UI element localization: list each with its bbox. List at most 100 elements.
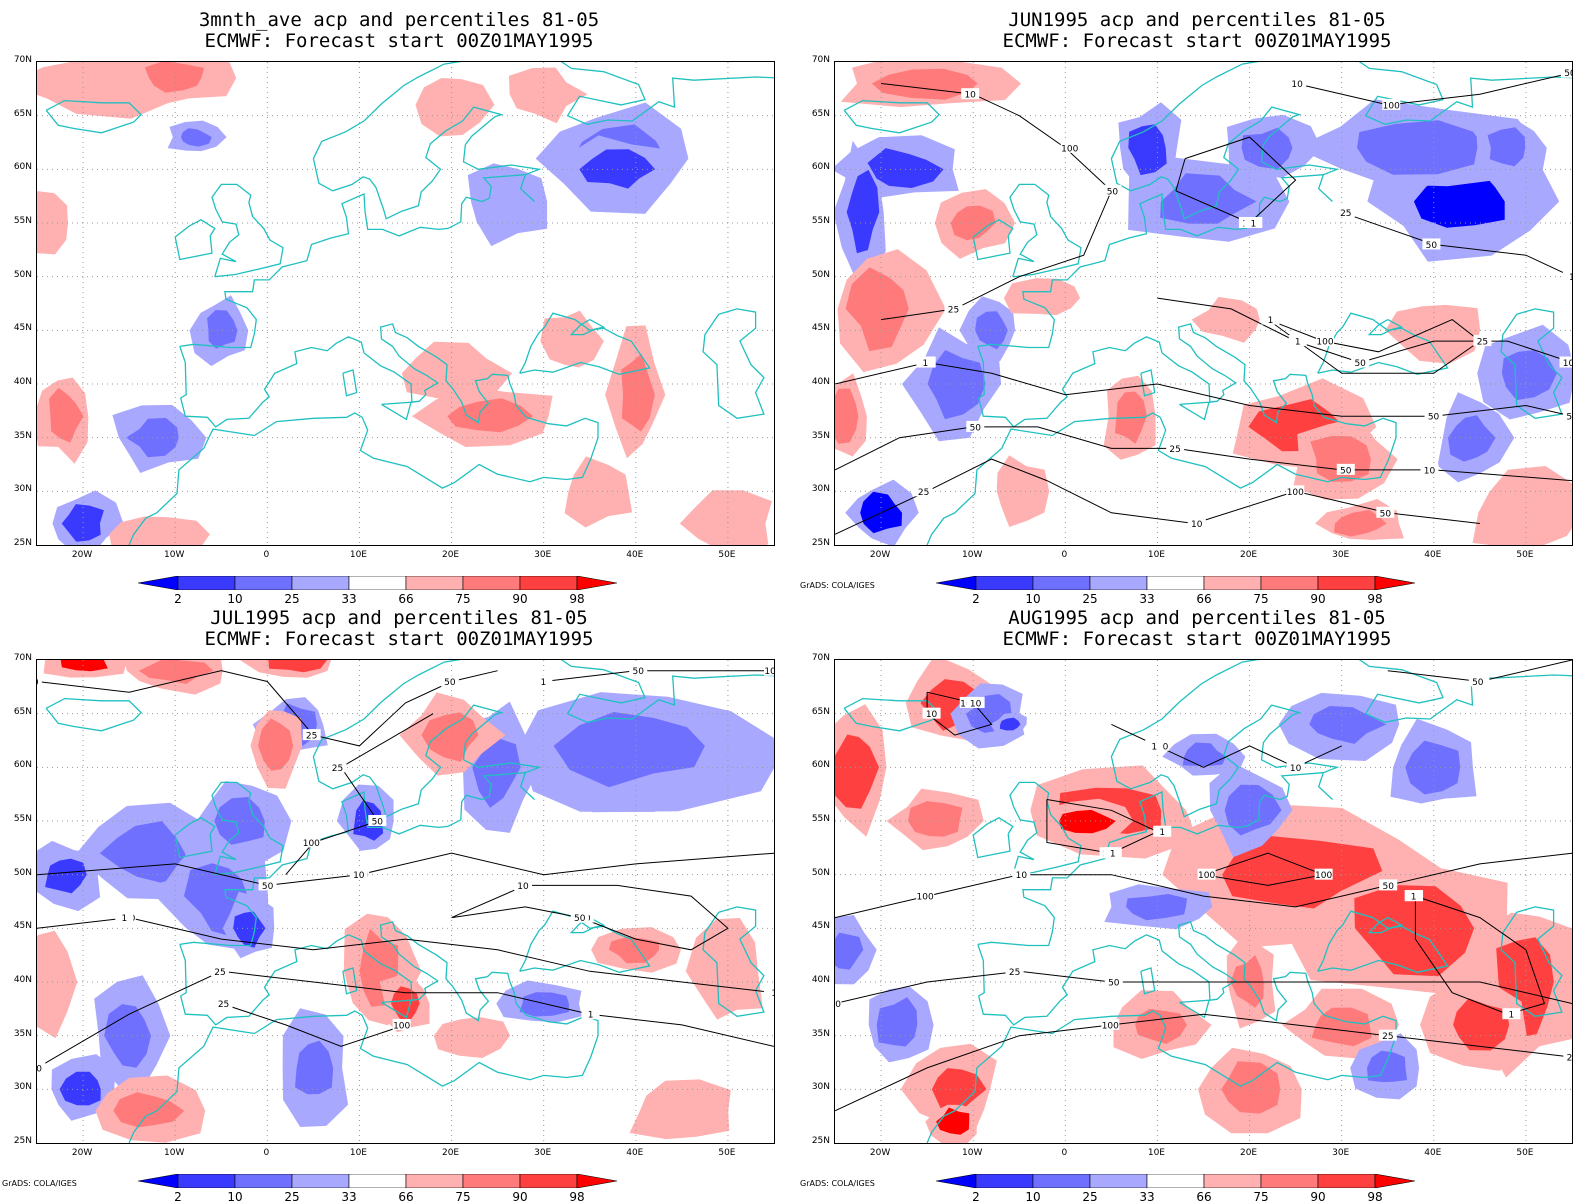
graticule xyxy=(37,62,774,545)
colorbar-level-label: 10 xyxy=(1025,592,1041,606)
colorbar-segment xyxy=(462,1174,521,1188)
lat-tick-label: 25N xyxy=(811,538,830,548)
contour-label-bg xyxy=(1197,868,1216,880)
percentile-shading xyxy=(37,660,774,1143)
contour-label-bg xyxy=(440,675,459,687)
shade-core xyxy=(936,1107,970,1135)
coastline xyxy=(211,781,284,876)
colorbar-segment xyxy=(291,1174,350,1188)
contour-labels: 5010050501005050100100502525501001011101… xyxy=(37,664,774,1074)
contour-label-bg xyxy=(914,485,933,497)
shade-core xyxy=(835,388,859,444)
lon-tick-label: 20W xyxy=(71,550,93,560)
shade-region xyxy=(679,490,772,545)
coastline xyxy=(1009,183,1082,278)
contour-label: 50 xyxy=(1380,509,1392,519)
colorbar-over-triangle xyxy=(1374,1174,1416,1188)
coastline xyxy=(1140,369,1156,397)
lon-tick-label: 50E xyxy=(718,1148,736,1158)
contour-label-bg xyxy=(1502,1008,1521,1020)
percentile-shading xyxy=(835,62,1572,545)
coastline xyxy=(1367,917,1404,934)
shade-core xyxy=(353,800,384,841)
contour-label-bg xyxy=(1420,463,1439,475)
lat-tick-label: 60N xyxy=(811,760,830,771)
shade-core xyxy=(1160,173,1257,224)
colorbar-segment xyxy=(975,1174,1034,1188)
shade-core xyxy=(49,387,84,443)
lon-tick-label: 30E xyxy=(534,1148,552,1158)
shade-core xyxy=(999,717,1021,731)
colorbar-level-label: 33 xyxy=(341,592,357,606)
coastlines xyxy=(843,62,1572,545)
lon-tick-label: 20E xyxy=(441,1148,460,1158)
lon-tick-label: 10W xyxy=(164,1148,185,1158)
grads-credit: GrADS: COLA/IGES xyxy=(2,1179,77,1188)
contour-label: 100 xyxy=(764,667,774,677)
lon-tick-label: 40E xyxy=(1424,1148,1442,1158)
contour-label-bg xyxy=(1404,890,1423,902)
shade-core xyxy=(859,148,944,188)
contour-label-bg xyxy=(763,664,774,676)
contour-label-bg xyxy=(922,707,941,719)
contour-label: 50 xyxy=(37,1064,42,1074)
colorbar xyxy=(138,1174,618,1188)
contour-label-bg xyxy=(1286,485,1305,497)
colorbar-level-label: 2 xyxy=(972,592,980,606)
contour-label-bg xyxy=(210,965,229,977)
contour-label: 25 xyxy=(218,1000,229,1010)
lat-tick-label: 25N xyxy=(13,538,32,548)
contour-line xyxy=(1175,136,1297,224)
contour-label: 10 xyxy=(1016,871,1028,881)
coastline xyxy=(1500,906,1563,1017)
contour-label: 100 xyxy=(835,1000,841,1010)
colorbar xyxy=(936,1174,1416,1188)
shade-region xyxy=(685,918,763,1020)
contour-label: 1 xyxy=(1295,338,1301,348)
colorbar-level-label: 90 xyxy=(1310,592,1326,606)
contour-label: 1 xyxy=(1569,273,1572,283)
contour-label: 50 xyxy=(1566,413,1572,423)
contour-line xyxy=(835,361,1572,417)
shade-region xyxy=(433,1017,511,1058)
colorbar-level-label: 98 xyxy=(1367,1190,1383,1204)
lon-tick-label: 20W xyxy=(71,1148,93,1158)
contour-line xyxy=(835,852,1572,919)
colorbar-level-label: 10 xyxy=(1025,1190,1041,1204)
title-line-2: ECMWF: Forecast start 00Z01MAY1995 xyxy=(1002,30,1392,52)
contour-label-bg xyxy=(1424,410,1443,422)
contour-label-bg xyxy=(581,1008,600,1020)
shade-core xyxy=(1334,510,1387,537)
coastline xyxy=(519,312,651,375)
contour-label: 1 xyxy=(588,1011,594,1021)
lon-tick-label: 0 xyxy=(1061,550,1068,560)
shade-region xyxy=(509,67,588,124)
colorbar-level-label: 66 xyxy=(1196,592,1212,606)
colorbar-level-label: 90 xyxy=(512,1190,528,1204)
colorbar-level-label: 25 xyxy=(284,1190,300,1204)
colorbar-under-triangle xyxy=(138,576,179,590)
colorbar-level-label: 98 xyxy=(569,592,585,606)
contour-line xyxy=(1295,72,1572,106)
contour-label-bg xyxy=(258,879,277,891)
contour-label: 25 xyxy=(948,305,959,315)
contour-label-bg xyxy=(1468,675,1487,687)
contour-label: 100 xyxy=(1316,338,1333,348)
lat-tick-label: 45N xyxy=(811,323,830,334)
lon-tick-label: 20E xyxy=(441,550,460,560)
contour-label-bg xyxy=(115,911,134,923)
contour-label-bg xyxy=(1376,506,1395,518)
contour-label: 50 xyxy=(970,423,982,433)
coastline xyxy=(519,772,535,800)
colorbar-segment xyxy=(1317,1174,1376,1188)
contour-label: 10 xyxy=(970,699,982,709)
shade-core xyxy=(138,660,214,684)
lon-tick-label: 10E xyxy=(349,550,367,560)
contour-label: 1 xyxy=(1250,220,1256,230)
percentile-shading xyxy=(835,660,1572,1143)
shade-core xyxy=(472,736,521,808)
colorbar-segment xyxy=(1032,1174,1091,1188)
contour-label: 1 xyxy=(1509,1011,1515,1021)
contour-label: 100 xyxy=(1287,488,1304,498)
colorbar-level-label: 25 xyxy=(1082,1190,1098,1204)
